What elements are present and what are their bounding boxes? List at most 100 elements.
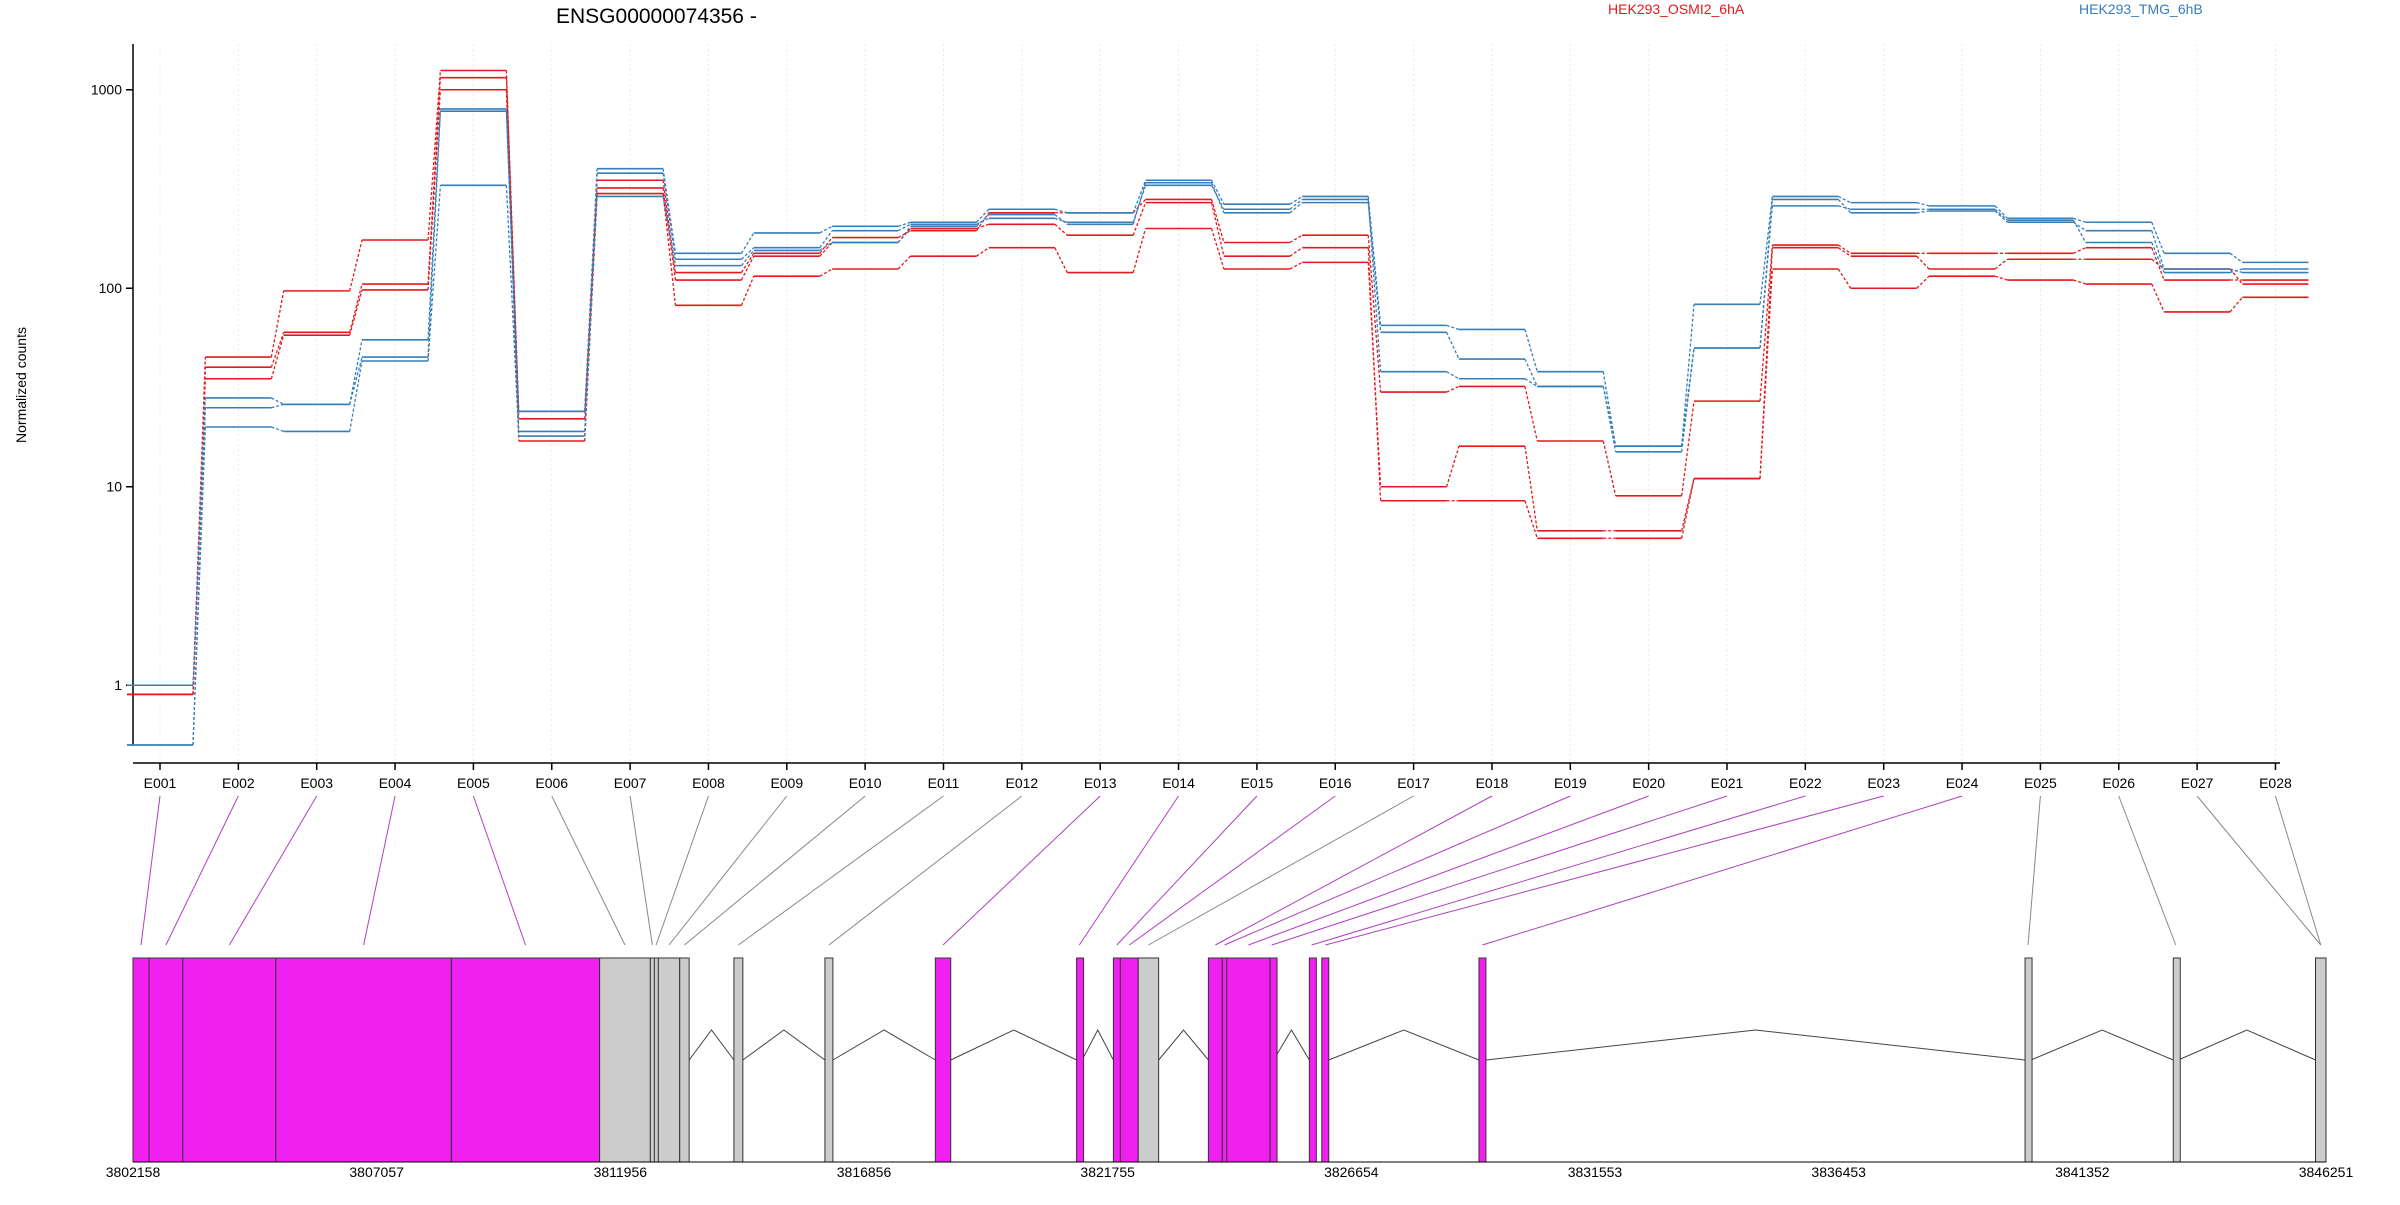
series-connector — [271, 397, 284, 405]
series-connector — [1210, 199, 1225, 243]
exon-link-line — [1271, 795, 1728, 946]
exon-box-e016 — [1119, 957, 1139, 1163]
series-connector — [349, 360, 363, 432]
exon-box-e021 — [1269, 957, 1278, 1163]
exon-link-line — [472, 795, 526, 946]
series-connector — [270, 290, 285, 358]
series-connector — [270, 332, 285, 368]
x-tick-label-e023: E023 — [1867, 775, 1900, 791]
x-tick-label-e015: E015 — [1241, 775, 1274, 791]
plot-panel: 1 10 100 1000 E001 E002 E003 E004 E005 E006 E007 E0… — [91, 44, 2353, 1180]
x-tick-label-e018: E018 — [1476, 775, 1509, 791]
series-connector — [1210, 182, 1225, 214]
intron-line — [950, 1029, 1077, 1061]
series-connector — [1132, 180, 1147, 214]
intron-line — [1328, 1029, 1480, 1061]
series-connector — [2072, 219, 2087, 243]
series-connector — [1602, 440, 1617, 496]
intron-line — [1158, 1029, 1209, 1061]
series-connector — [505, 185, 520, 437]
series-connector — [2151, 258, 2165, 270]
series-connector — [662, 173, 677, 260]
x-tick-label-e019: E019 — [1554, 775, 1587, 791]
series-connector — [1210, 228, 1225, 270]
series-connector — [2151, 242, 2165, 273]
exon-link-line — [738, 795, 944, 946]
series-connector — [1994, 205, 2008, 219]
x-tick-label-e025: E025 — [2024, 775, 2057, 791]
series-connector — [1524, 329, 1538, 372]
y-tick-label: 1000 — [91, 82, 122, 98]
exon-box-e005 — [450, 957, 601, 1163]
exon-link-line — [684, 795, 866, 946]
exon-box-e026 — [2172, 957, 2181, 1163]
series-hek293-tmg-6hb-3 — [127, 108, 2309, 687]
exon-box-e015 — [1112, 957, 1121, 1163]
series-connector — [819, 241, 833, 252]
exon-box-e001 — [132, 957, 150, 1163]
series-connector — [1289, 261, 1303, 270]
exon-link-line — [2118, 795, 2177, 946]
x-tick-label-e010: E010 — [849, 775, 882, 791]
series-connector — [1054, 217, 1068, 223]
y-tick-label: 100 — [99, 280, 123, 296]
series-connector — [1446, 324, 1460, 331]
exon-link-line — [655, 795, 709, 946]
legend-entry-osmi2: HEK293_OSMI2_6hA — [1608, 1, 1745, 17]
series-connector — [427, 70, 442, 241]
exon-link-line — [1129, 795, 1336, 946]
exon-link-line — [140, 795, 161, 946]
chart-title: ENSG00000074356 - — [556, 5, 757, 28]
series-connector — [2073, 221, 2087, 232]
series-connector — [192, 407, 206, 746]
series-connector — [976, 208, 990, 223]
series-connector — [897, 228, 911, 243]
x-tick-label-e004: E004 — [379, 775, 412, 791]
series-connector — [505, 70, 520, 412]
series-connector — [427, 111, 442, 358]
series-connector — [1837, 268, 1852, 289]
series-connector — [1602, 386, 1617, 452]
x-tick-label-e012: E012 — [1005, 775, 1038, 791]
exon-box-e011 — [733, 957, 744, 1163]
exon-link-line — [363, 795, 396, 946]
intron-line — [1273, 1029, 1310, 1061]
series-connector — [1916, 255, 1930, 270]
exon-link-line — [1148, 795, 1414, 946]
series-connector — [1132, 182, 1147, 225]
series-connector — [1367, 199, 1382, 372]
exon-box-e024 — [1478, 957, 1487, 1163]
genomic-tick-label: 3811956 — [594, 1164, 648, 1180]
series-connector — [1054, 223, 1068, 236]
series-connector — [897, 221, 911, 227]
y-tick-label: 1 — [114, 677, 122, 693]
series-connector — [1681, 478, 1695, 531]
series-connector — [1681, 401, 1695, 496]
x-tick-label-e009: E009 — [770, 775, 803, 791]
series-connector — [427, 89, 442, 291]
exon-box-e004 — [275, 957, 452, 1163]
series-connector — [1367, 247, 1382, 501]
series-connector — [2229, 268, 2243, 285]
series-connector — [1916, 210, 1930, 214]
x-tick-label-e006: E006 — [535, 775, 568, 791]
exon-box-e028 — [2315, 957, 2327, 1163]
series-connector — [740, 252, 755, 273]
series-connector — [662, 180, 677, 273]
series-connector — [1681, 304, 1695, 447]
series-connector — [1132, 202, 1147, 236]
series-connector — [897, 255, 911, 270]
exon-link-line — [2274, 795, 2322, 946]
exon-link-line — [228, 795, 318, 946]
series-connector — [1210, 185, 1225, 210]
series-connector — [584, 173, 598, 432]
series-connector — [1838, 195, 1851, 204]
series-connector — [819, 237, 833, 254]
x-tick-label-e013: E013 — [1084, 775, 1117, 791]
series-connector — [505, 77, 520, 419]
genomic-tick-label: 3821755 — [1080, 1164, 1135, 1180]
series-connector — [2073, 279, 2086, 285]
series-hek293-osmi2-6ha-1 — [127, 88, 2309, 696]
x-tick-label-e005: E005 — [457, 775, 490, 791]
